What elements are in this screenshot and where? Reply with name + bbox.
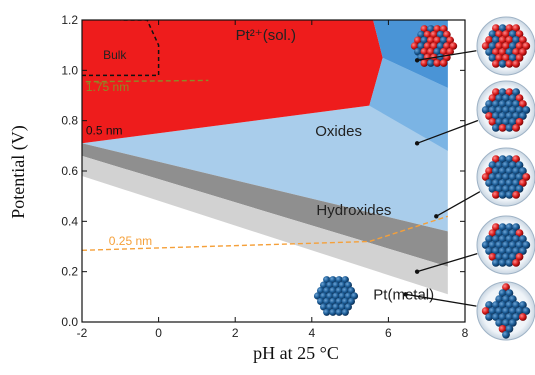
size-label-0-5-nm: 0.5 nm	[86, 124, 123, 138]
size-line-1-75-nm	[85, 79, 209, 83]
pointer-dot	[414, 269, 420, 274]
x-tick-label: -2	[77, 326, 88, 340]
region-oxides	[82, 20, 448, 232]
region-label-hydroxides: Hydroxides	[316, 202, 391, 219]
pointer-dot	[414, 141, 420, 146]
x-tick-label: 4	[308, 326, 315, 340]
region-pt-solution	[82, 20, 383, 144]
nanoparticle-hydroxide-light	[481, 223, 531, 267]
nanoparticle-metal-octahedral	[481, 283, 531, 339]
pointer-dot	[434, 214, 439, 219]
bulk-boundary	[82, 20, 160, 77]
pointer-line	[417, 50, 477, 61]
x-tick-label: 0	[155, 326, 162, 340]
bulk-label: Bulk	[103, 48, 127, 62]
y-axis-title: Potential (V)	[8, 125, 29, 218]
pointer-dot	[414, 58, 420, 63]
y-tick-label: 0.4	[61, 214, 78, 228]
pointer-line	[416, 252, 478, 273]
axes: -2 0 2 4 6 8 0.0 0.2 0.4 0.6 0.8 1.0 1.2	[61, 13, 468, 340]
hydroxide-light-band-1	[82, 155, 448, 295]
region-label-oxides: Oxides	[315, 123, 362, 140]
oxide-band-2	[369, 57, 448, 151]
nanoparticle-in-plot-metal	[313, 276, 359, 316]
y-tick-label: 0.6	[61, 164, 78, 178]
pointer-dot	[403, 292, 408, 297]
pointer-line	[416, 119, 479, 144]
nanoparticle-in-plot-oxidized	[410, 25, 458, 67]
y-tick-label: 0.0	[61, 315, 78, 329]
nanoparticle-hydroxide-partial	[481, 155, 531, 199]
x-tick-label: 2	[232, 326, 239, 340]
y-tick-label: 0.2	[61, 265, 78, 279]
y-tick-label: 1.0	[61, 63, 78, 77]
region-labels: Pt²⁺(sol.)OxidesHydroxidesPt(metal)Bulk1…	[86, 27, 434, 303]
y-tick-label: 1.2	[61, 13, 78, 27]
region-hydroxides	[82, 143, 448, 267]
region-label-pt-sol: Pt²⁺(sol.)	[236, 27, 296, 44]
size-label-1-75-nm: 1.75 nm	[86, 80, 129, 94]
nanoparticle-oxide-shell	[481, 88, 531, 132]
x-tick-label: 6	[385, 326, 392, 340]
size-label-0-25-nm: 0.25 nm	[109, 234, 152, 248]
nanoparticle-oxidized	[481, 24, 531, 68]
plot-area	[82, 20, 465, 322]
nanoparticle-insets	[403, 16, 535, 341]
y-tick-label: 0.8	[61, 114, 78, 128]
pointer-line	[435, 191, 481, 217]
pointer-line	[405, 293, 477, 307]
x-tick-label: 8	[462, 326, 469, 340]
x-axis-title: pH at 25 °C	[253, 343, 339, 363]
